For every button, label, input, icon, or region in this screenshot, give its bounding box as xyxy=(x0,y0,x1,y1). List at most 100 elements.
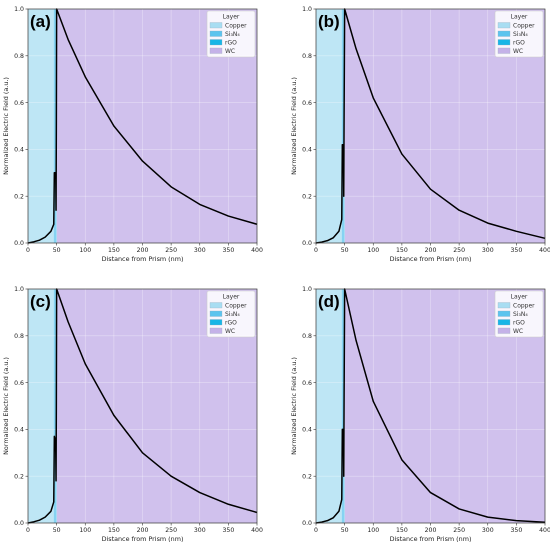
x-axis-label: Distance from Prism (nm) xyxy=(390,535,472,543)
legend-title: Layer xyxy=(223,14,240,21)
y-tick-label: 0.0 xyxy=(14,240,24,247)
x-tick-label: 100 xyxy=(367,527,379,534)
legend-entry-label: Si₃N₄ xyxy=(513,31,528,38)
x-tick-label: 350 xyxy=(510,247,522,254)
y-tick-label: 0.6 xyxy=(14,380,24,387)
x-tick-label: 0 xyxy=(314,527,318,534)
legend-swatch xyxy=(209,47,223,54)
legend-swatch xyxy=(209,302,223,309)
layer-region-sin xyxy=(53,9,57,243)
x-tick-label: 250 xyxy=(165,527,177,534)
x-tick-label: 300 xyxy=(194,527,206,534)
x-tick-label: 50 xyxy=(53,247,61,254)
layer-region-sin xyxy=(341,9,345,243)
x-tick-label: 100 xyxy=(79,247,91,254)
x-tick-label: 150 xyxy=(108,527,120,534)
x-tick-label: 200 xyxy=(137,247,149,254)
x-axis-label: Distance from Prism (nm) xyxy=(102,255,184,263)
y-tick-label: 1.0 xyxy=(14,6,24,13)
x-axis-label: Distance from Prism (nm) xyxy=(390,255,472,263)
y-tick-label: 0.6 xyxy=(302,380,312,387)
legend-title: Layer xyxy=(223,294,240,301)
legend-swatch xyxy=(209,30,223,37)
x-tick-label: 50 xyxy=(341,527,349,534)
legend-entry-label: Copper xyxy=(513,302,535,309)
x-tick-label: 250 xyxy=(453,527,465,534)
legend-swatch xyxy=(209,319,223,326)
x-tick-label: 350 xyxy=(222,527,234,534)
legend-swatch xyxy=(497,39,511,46)
legend-swatch xyxy=(497,47,511,54)
y-axis-label: Normalized Electric Field (a.u.) xyxy=(2,77,10,175)
legend-swatch xyxy=(209,39,223,46)
y-tick-label: 0.8 xyxy=(302,53,312,60)
legend-swatch xyxy=(497,327,511,334)
legend-title: Layer xyxy=(511,14,528,21)
chart-panel-b: 0 50 100 150 200 250 300 350 400 0.0 0.2 0.4 0.6 0.8 1… xyxy=(290,6,550,263)
legend-swatch xyxy=(209,327,223,334)
legend-entry-label: WC xyxy=(225,328,235,335)
y-tick-label: 0.2 xyxy=(302,193,312,200)
legend-entry-label: WC xyxy=(513,328,523,335)
y-axis-label: Normalized Electric Field (a.u.) xyxy=(2,357,10,455)
legend-swatch xyxy=(209,22,223,29)
y-tick-label: 0.8 xyxy=(14,333,24,340)
legend-swatch xyxy=(497,310,511,317)
panel-label: (a) xyxy=(30,12,51,31)
x-tick-label: 400 xyxy=(539,247,550,254)
y-axis-label: Normalized Electric Field (a.u.) xyxy=(290,77,298,175)
layer-region-copper xyxy=(316,9,342,243)
x-tick-label: 100 xyxy=(367,247,379,254)
x-tick-label: 50 xyxy=(341,247,349,254)
chart-panel-c: 0 50 100 150 200 250 300 350 400 0.0 0.2 0.4 0.6 0.8 1… xyxy=(2,286,263,543)
series-line xyxy=(27,288,258,524)
layer-region-copper xyxy=(316,289,342,523)
x-tick-label: 200 xyxy=(137,527,149,534)
legend-swatch xyxy=(497,302,511,309)
y-tick-label: 1.0 xyxy=(302,286,312,293)
x-tick-label: 50 xyxy=(53,527,61,534)
x-tick-label: 350 xyxy=(510,527,522,534)
legend-entry-label: Copper xyxy=(225,22,247,29)
y-tick-label: 0.6 xyxy=(14,100,24,107)
x-tick-label: 400 xyxy=(251,527,263,534)
legend-entry-label: Copper xyxy=(225,302,247,309)
y-tick-label: 0.0 xyxy=(14,520,24,527)
chart-panel-d: 0 50 100 150 200 250 300 350 400 0.0 0.2 0.4 0.6 0.8 1… xyxy=(290,286,550,543)
legend-entry-label: Copper xyxy=(513,22,535,29)
layer-region-sin xyxy=(53,289,57,523)
x-tick-label: 0 xyxy=(26,247,30,254)
panel-label: (b) xyxy=(318,12,340,31)
y-tick-label: 1.0 xyxy=(302,6,312,13)
legend-title: Layer xyxy=(511,294,528,301)
x-tick-label: 100 xyxy=(79,527,91,534)
y-tick-label: 0.6 xyxy=(302,100,312,107)
layer-region-sin xyxy=(341,289,345,523)
x-axis-label: Distance from Prism (nm) xyxy=(102,535,184,543)
y-tick-label: 0.8 xyxy=(302,333,312,340)
y-tick-label: 0.2 xyxy=(14,193,24,200)
x-tick-label: 200 xyxy=(425,527,437,534)
x-tick-label: 150 xyxy=(396,247,408,254)
panel-label: (d) xyxy=(318,292,340,311)
x-tick-label: 400 xyxy=(251,247,263,254)
x-tick-label: 350 xyxy=(222,247,234,254)
layer-region-copper xyxy=(28,289,54,523)
legend-entry-label: rGO xyxy=(513,39,525,46)
series-line xyxy=(315,8,546,244)
x-tick-label: 300 xyxy=(482,247,494,254)
legend-entry-label: WC xyxy=(225,48,235,55)
layer-region-copper xyxy=(28,9,54,243)
y-tick-label: 0.2 xyxy=(302,473,312,480)
x-tick-label: 300 xyxy=(482,527,494,534)
legend-swatch xyxy=(209,310,223,317)
legend-entry-label: rGO xyxy=(225,319,237,326)
legend-swatch xyxy=(497,22,511,29)
legend-swatch xyxy=(497,30,511,37)
y-tick-label: 0.0 xyxy=(302,520,312,527)
